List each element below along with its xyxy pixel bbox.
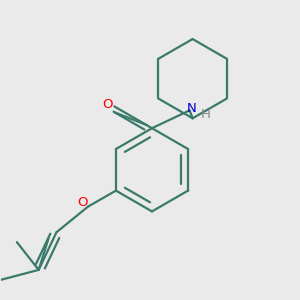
Text: O: O <box>102 98 112 111</box>
Text: O: O <box>77 196 88 209</box>
Text: H: H <box>200 108 210 121</box>
Text: N: N <box>187 102 196 115</box>
